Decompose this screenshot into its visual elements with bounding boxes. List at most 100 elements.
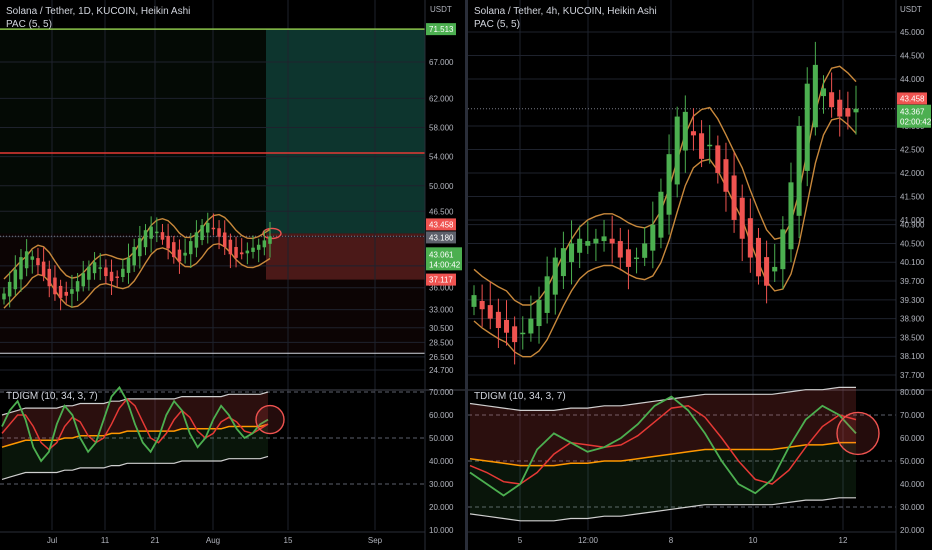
tdi-tick-label: 20.000 (429, 503, 454, 512)
right-countdown-tag: 02:00:42 (900, 118, 932, 127)
time-tick-label: 5 (518, 536, 523, 545)
price-tick-label: 38.900 (900, 315, 925, 324)
price-tick-label: 41.500 (900, 192, 925, 201)
tdi-lower-band (1, 455, 269, 480)
candle-body (804, 83, 810, 171)
tdi-signal-line (469, 405, 857, 485)
candle-body (2, 293, 6, 300)
tdi-signal-line (1, 397, 269, 451)
candle-body (845, 108, 851, 117)
candle-body (200, 225, 204, 241)
candle-body (747, 218, 753, 258)
right-price-axis[interactable]: 45.00044.50044.00043.00042.50042.00041.5… (895, 0, 932, 550)
candle-body (30, 256, 35, 260)
price-tick-label: 33.000 (429, 306, 454, 315)
price-tick-label: 26.500 (429, 353, 454, 362)
price-tick-label: 40.900 (900, 221, 925, 230)
candle-body (143, 230, 148, 248)
right-grid (468, 0, 896, 530)
right-chart-panel[interactable]: 80.000 70.000 60.000 50.000 40.000 30.000 20.0… (468, 0, 932, 550)
tdi-tick-label: 70.000 (429, 388, 454, 397)
candle-body (155, 231, 159, 234)
tdi-upper-band (469, 386, 856, 411)
candle-body (699, 133, 705, 159)
candle-body (256, 244, 261, 250)
candle-body (189, 241, 193, 255)
candle-body (829, 92, 835, 108)
left-candles (2, 212, 272, 311)
left-price-axis[interactable]: 67.000 62.000 58.000 54.000 50.000 46.500 43.0… (424, 0, 462, 550)
right-chart-title: Solana / Tether, 4h, KUCOIN, Heikin Ashi (474, 6, 657, 17)
tdi-rsi-line (1, 385, 269, 463)
candle-body (172, 242, 176, 258)
candle-body (658, 191, 664, 238)
price-tick-label: 40.100 (900, 258, 925, 267)
candle-body (81, 273, 85, 287)
price-tick-label: 36.000 (429, 284, 454, 293)
left-chart-panel[interactable]: 70.000 60.000 50.000 40.000 30.000 20.000 10.0… (0, 0, 465, 550)
left-price-levels (0, 28, 425, 354)
price-tick-label: 38.100 (900, 352, 925, 361)
candle-body (217, 228, 221, 237)
candle-body (536, 299, 542, 327)
candle-body (87, 266, 91, 280)
candle-body (585, 241, 591, 246)
right-time-axis[interactable]: 5 12:00 8 10 12 (468, 531, 896, 545)
candle-body (126, 257, 131, 273)
candle-body (650, 224, 656, 251)
candle-body (194, 232, 199, 248)
candle-body (239, 252, 244, 255)
candle-body (552, 257, 558, 295)
candle-body (479, 300, 485, 310)
right-red-tag-bg (897, 92, 927, 105)
candle-body (92, 262, 97, 274)
price-tick-label: 44.500 (900, 51, 925, 60)
tdi-lower-band (469, 497, 856, 522)
price-tick-label: 30.500 (429, 324, 454, 333)
tdi-highlight-circle (255, 404, 285, 435)
candle-body (205, 222, 210, 233)
price-tick-label: 46.500 (429, 207, 454, 216)
candle-body (560, 248, 566, 277)
price-tick-label: 50.000 (429, 182, 454, 191)
right-price-tag-bg (897, 104, 931, 128)
right-background (468, 0, 932, 550)
candle-body (160, 232, 165, 240)
candle-body (837, 99, 843, 117)
candle-body (772, 266, 778, 272)
candle-body (634, 257, 640, 260)
time-tick-label: 10 (749, 536, 758, 545)
candle-body (625, 249, 631, 267)
time-tick-label: 21 (151, 536, 160, 545)
price-tick-label: 42.500 (900, 145, 925, 154)
candle-body (166, 235, 170, 249)
left-red-tag-bg (426, 218, 456, 231)
left-stop-zone (266, 233, 425, 280)
candle-body (544, 276, 550, 313)
candle-body (723, 159, 729, 192)
candle-body (177, 249, 182, 262)
right-currency-label: USDT (900, 5, 922, 14)
price-tick-label: 39.300 (900, 296, 925, 305)
left-time-axis[interactable]: Jul 11 21 Aug 15 Sep (0, 531, 425, 545)
tdi-tick-label: 50.000 (429, 434, 454, 443)
left-target-tag-bg (426, 23, 456, 36)
tdi-tick-label: 70.000 (900, 411, 925, 420)
candle-body (149, 226, 153, 239)
right-candles (471, 41, 859, 365)
candle-body (211, 227, 216, 230)
candle-body (36, 258, 40, 266)
candle-body (812, 64, 818, 128)
panel-divider[interactable] (465, 0, 468, 550)
right-indicator-label: PAC (5, 5) (474, 19, 520, 30)
price-tick-label: 45.000 (900, 28, 925, 37)
time-tick-label: 11 (101, 536, 110, 545)
candle-body (7, 281, 12, 297)
candle-body (666, 154, 672, 215)
candle-body (13, 269, 18, 290)
candle-body (228, 239, 233, 255)
candle-body (577, 238, 583, 253)
candle-body (820, 88, 827, 97)
left-currency-label: USDT (430, 5, 452, 14)
candle-body (234, 246, 238, 258)
